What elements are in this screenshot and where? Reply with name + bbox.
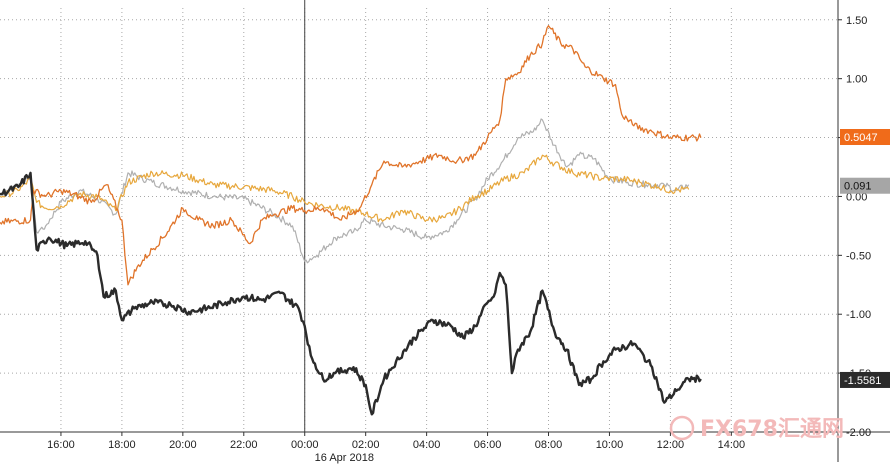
series-lines [0, 25, 702, 416]
last-value-label-1: 0.091 [844, 181, 872, 193]
x-tick-label-7: 06:00 [474, 439, 502, 451]
y-tick-label-5: -1.00 [846, 309, 871, 321]
y-tick-label-0: 1.50 [846, 15, 867, 27]
series-line-0 [0, 118, 690, 264]
series-line-2 [0, 25, 702, 286]
x-tick-label-1: 18:00 [108, 439, 136, 451]
watermark-suffix: 汇通网 [778, 417, 844, 442]
series-line-3 [0, 171, 702, 416]
x-tick-label-3: 22:00 [230, 439, 258, 451]
last-value-label-0: 0.5047 [844, 132, 878, 144]
y-tick-label-1: 1.00 [846, 74, 867, 86]
watermark-logo: FX678 汇通网 [669, 415, 844, 442]
x-tick-label-4: 00:00 [291, 439, 319, 451]
watermark-text: FX678 [700, 417, 778, 442]
last-value-label-2: -1.5581 [844, 375, 881, 387]
y-tick-label-3: 0.00 [846, 191, 867, 203]
last-value-badges: 0.5047 0.091 -1.5581 [840, 129, 890, 388]
series-line-1 [0, 154, 690, 223]
watermark-circle-icon [669, 415, 695, 441]
date-label: 16 Apr 2018 [315, 452, 374, 464]
x-tick-label-10: 12:00 [657, 439, 685, 451]
x-tick-label-2: 20:00 [169, 439, 197, 451]
x-tick-label-0: 16:00 [47, 439, 75, 451]
x-tick-label-5: 02:00 [352, 439, 380, 451]
y-tick-label-4: -0.50 [846, 250, 871, 262]
last-value-badge-0 [840, 129, 890, 146]
y-tick-label-7: -2.00 [846, 427, 871, 439]
x-tick-label-6: 04:00 [413, 439, 441, 451]
grid-lines [0, 0, 838, 433]
last-value-badge-2 [840, 371, 890, 388]
x-tick-label-9: 10:00 [596, 439, 624, 451]
last-value-badge-1 [840, 177, 890, 194]
x-tick-label-8: 08:00 [535, 439, 563, 451]
x-tick-label-11: 14:00 [718, 439, 746, 451]
